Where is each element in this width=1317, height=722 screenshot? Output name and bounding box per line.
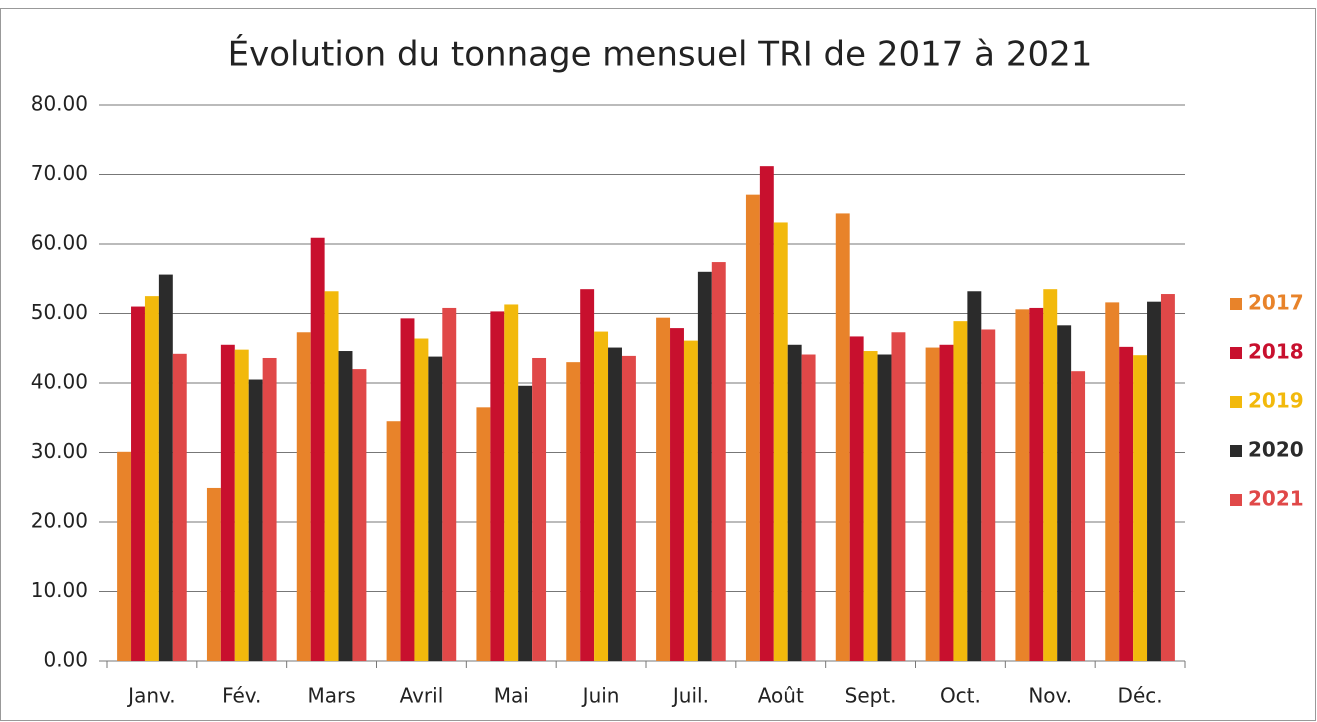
x-tick-label: Mai bbox=[494, 684, 529, 708]
bar bbox=[608, 347, 622, 661]
x-tick-label: Août bbox=[758, 684, 804, 708]
bar bbox=[711, 262, 726, 661]
bar bbox=[939, 344, 954, 661]
bar bbox=[296, 332, 311, 661]
bar bbox=[158, 274, 173, 661]
bar bbox=[1119, 346, 1134, 661]
bar bbox=[925, 347, 940, 661]
bar bbox=[131, 306, 145, 661]
legend-swatch bbox=[1230, 396, 1242, 408]
x-tick-label: Avril bbox=[400, 684, 444, 708]
bar bbox=[1071, 371, 1086, 661]
x-tick-label: Oct. bbox=[940, 684, 981, 708]
x-tick-label: Juin bbox=[581, 684, 620, 708]
bar bbox=[428, 356, 443, 661]
bar bbox=[1147, 301, 1161, 661]
x-tick-label: Janv. bbox=[126, 684, 175, 708]
bar bbox=[1015, 309, 1030, 661]
bar bbox=[967, 291, 982, 661]
bar bbox=[953, 321, 968, 661]
bar bbox=[220, 344, 235, 661]
bar bbox=[262, 357, 277, 661]
y-tick-label: 60.00 bbox=[31, 231, 88, 255]
bar bbox=[981, 329, 996, 661]
y-tick-label: 70.00 bbox=[31, 161, 88, 185]
bar bbox=[745, 194, 760, 661]
x-tick-label: Juil. bbox=[671, 684, 709, 708]
bar bbox=[1105, 302, 1120, 661]
x-tick-label: Fév. bbox=[222, 684, 261, 708]
bar bbox=[773, 222, 788, 661]
bar bbox=[1029, 307, 1044, 661]
legend-label: 2021 bbox=[1248, 487, 1304, 511]
bar bbox=[801, 354, 816, 661]
legend-label: 2017 bbox=[1248, 291, 1304, 315]
bar bbox=[352, 369, 367, 661]
legend-swatch bbox=[1230, 445, 1242, 457]
y-tick-label: 80.00 bbox=[31, 92, 88, 116]
x-tick-label: Mars bbox=[308, 684, 356, 708]
bar bbox=[697, 271, 712, 661]
bar bbox=[1160, 294, 1175, 661]
legend-label: 2018 bbox=[1248, 340, 1304, 364]
bar bbox=[504, 304, 519, 661]
bar bbox=[1057, 325, 1072, 661]
bar bbox=[566, 362, 581, 661]
bar bbox=[442, 307, 457, 661]
bar bbox=[234, 349, 249, 661]
x-tick-label: Déc. bbox=[1118, 684, 1163, 708]
y-tick-label: 30.00 bbox=[31, 439, 88, 463]
bar bbox=[532, 357, 547, 661]
bar bbox=[248, 379, 263, 661]
chart-frame bbox=[0, 8, 1316, 721]
bar bbox=[656, 317, 671, 661]
bar bbox=[400, 318, 415, 661]
bar bbox=[324, 291, 339, 661]
bar bbox=[476, 407, 491, 661]
y-tick-label: 0.00 bbox=[43, 648, 88, 672]
x-tick-label: Nov. bbox=[1028, 684, 1072, 708]
y-tick-label: 50.00 bbox=[31, 300, 88, 324]
bar bbox=[144, 296, 159, 661]
bar bbox=[310, 237, 325, 661]
legend-swatch bbox=[1230, 347, 1242, 359]
x-tick-label: Sept. bbox=[845, 684, 897, 708]
y-tick-label: 10.00 bbox=[31, 578, 88, 602]
bar bbox=[787, 344, 802, 661]
bar bbox=[594, 331, 609, 661]
bar bbox=[518, 385, 533, 661]
bar bbox=[670, 328, 684, 661]
bar bbox=[490, 311, 505, 661]
bar bbox=[580, 289, 595, 661]
bar bbox=[1043, 289, 1058, 661]
legend-label: 2019 bbox=[1248, 389, 1304, 413]
bar bbox=[683, 340, 698, 661]
legend-label: 2020 bbox=[1248, 438, 1304, 462]
bar bbox=[1133, 355, 1148, 661]
legend-swatch bbox=[1230, 298, 1242, 310]
bar bbox=[117, 451, 132, 661]
bar bbox=[414, 338, 429, 661]
y-tick-label: 20.00 bbox=[31, 509, 88, 533]
bar bbox=[206, 487, 221, 661]
bar bbox=[891, 332, 906, 661]
bar bbox=[849, 336, 864, 661]
bar bbox=[386, 421, 401, 661]
y-tick-label: 40.00 bbox=[31, 370, 88, 394]
bar bbox=[621, 355, 636, 661]
legend-swatch bbox=[1230, 494, 1242, 506]
bar bbox=[338, 351, 353, 661]
chart-title: Évolution du tonnage mensuel TRI de 2017… bbox=[228, 34, 1093, 75]
bar bbox=[172, 353, 187, 661]
bar bbox=[863, 351, 878, 661]
bar bbox=[877, 354, 892, 661]
bar bbox=[759, 166, 774, 661]
bar bbox=[835, 213, 850, 662]
